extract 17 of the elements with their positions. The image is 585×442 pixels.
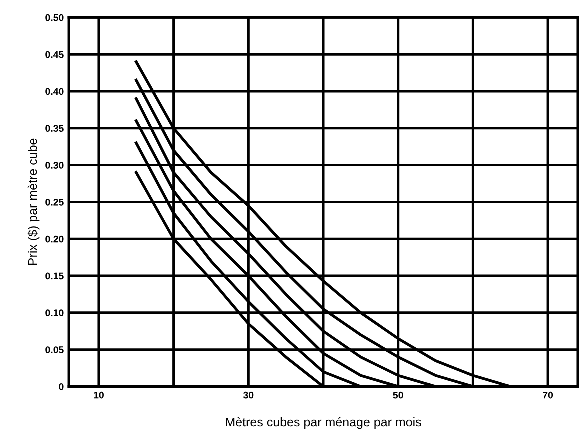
y-tick-label: 0.30 — [46, 162, 64, 169]
y-tick-label: 0.15 — [46, 272, 64, 280]
y-tick-label: 0.20 — [46, 236, 64, 243]
y-tick-label: 0.05 — [46, 346, 64, 354]
y-tick-label: 0 — [59, 383, 64, 390]
y-tick-label: 0.25 — [46, 198, 64, 206]
y-tick-label: 0.10 — [46, 310, 64, 317]
x-tick-label: 10 — [94, 392, 104, 399]
y-tick-label: 0.50 — [46, 14, 64, 22]
x-axis-title: Mètres cubes par ménage par mois — [226, 417, 422, 430]
y-tick-label: 0.45 — [46, 51, 64, 58]
y-axis-title: Prix ($) par mètre cube — [28, 138, 40, 266]
y-tick-label: 0.35 — [46, 125, 64, 132]
x-tick-label: 70 — [543, 392, 554, 399]
x-tick-label: 50 — [393, 392, 404, 399]
x-tick-label: 30 — [243, 392, 254, 399]
y-tick-label: 0.40 — [46, 88, 64, 96]
